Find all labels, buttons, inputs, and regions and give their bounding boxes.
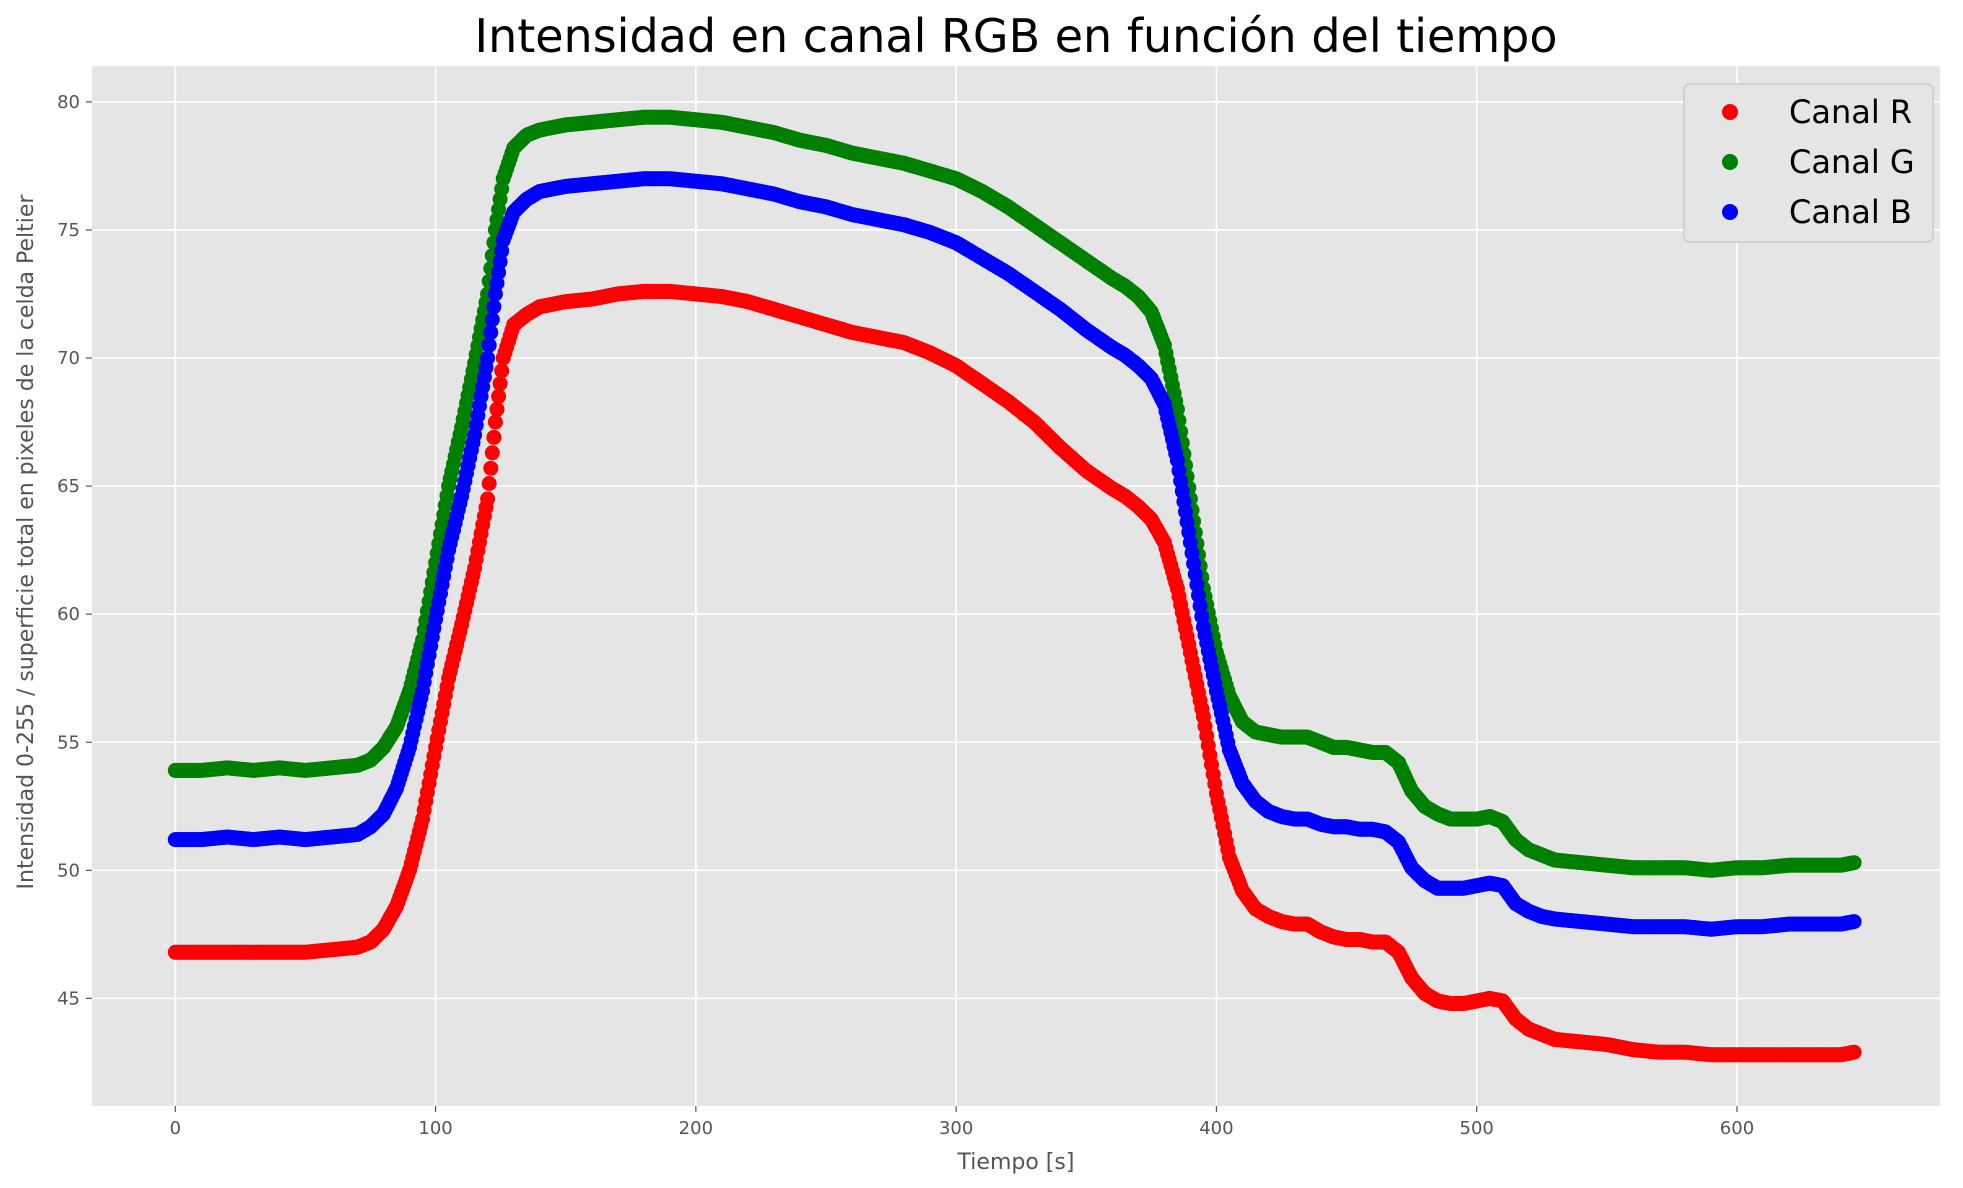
y-tick-label: 75 <box>57 220 80 241</box>
data-point <box>489 401 505 417</box>
data-point <box>484 312 500 328</box>
chart-title: Intensidad en canal RGB en función del t… <box>475 9 1558 63</box>
data-point <box>480 350 496 366</box>
x-axis-label: Tiempo [s] <box>957 1150 1075 1175</box>
grid <box>92 66 1940 1106</box>
y-tick-label: 60 <box>57 604 80 625</box>
data-point <box>487 414 503 430</box>
data-point <box>1846 855 1862 871</box>
data-point <box>483 324 499 340</box>
data-point <box>1846 1044 1862 1060</box>
data-point <box>480 491 496 507</box>
data-point <box>486 429 502 445</box>
legend-label: Canal R <box>1789 93 1912 131</box>
x-tick-label: 400 <box>1199 1118 1233 1139</box>
legend-label: Canal B <box>1789 193 1912 231</box>
x-tick-label: 500 <box>1460 1118 1494 1139</box>
series-canal-g <box>167 109 1862 878</box>
x-tick-label: 600 <box>1720 1118 1754 1139</box>
data-point <box>1169 401 1185 417</box>
y-tick-label: 45 <box>57 988 80 1009</box>
series-canal-b <box>167 171 1862 937</box>
data-point <box>494 363 510 379</box>
tick-layer: 0 100 200 300 400 500 600 45 50 55 60 65 70 75 80 <box>57 92 1754 1139</box>
legend-marker <box>1722 154 1738 170</box>
x-tick-label: 200 <box>679 1118 713 1139</box>
data-point <box>484 445 500 461</box>
y-tick-label: 65 <box>57 476 80 497</box>
data-point <box>481 337 497 353</box>
y-tick-label: 70 <box>57 348 80 369</box>
legend-marker <box>1722 104 1738 120</box>
legend: Canal R Canal G Canal B <box>1683 83 1934 243</box>
data-point <box>483 460 499 476</box>
data-point <box>491 388 507 404</box>
legend-label: Canal G <box>1789 143 1915 181</box>
legend-box <box>1683 83 1934 243</box>
series-layer <box>167 109 1862 1063</box>
series-canal-r <box>167 283 1862 1063</box>
x-tick-label: 300 <box>939 1118 973 1139</box>
y-axis-label: Intensidad 0-255 / superficie total en p… <box>14 194 39 890</box>
data-point <box>492 376 508 392</box>
data-point <box>481 476 497 491</box>
legend-marker <box>1722 204 1738 220</box>
x-tick-label: 100 <box>418 1118 452 1139</box>
y-tick-label: 80 <box>57 92 80 113</box>
data-point <box>486 299 502 315</box>
x-tick-label: 0 <box>170 1118 181 1139</box>
y-tick-label: 50 <box>57 860 80 881</box>
data-point <box>1846 914 1862 930</box>
y-tick-label: 55 <box>57 732 80 753</box>
